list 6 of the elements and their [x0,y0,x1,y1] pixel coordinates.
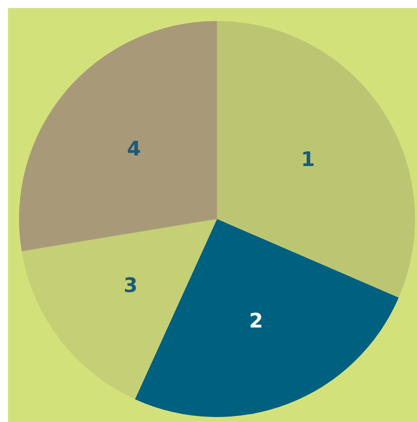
slice-label: 3 [124,273,138,298]
slice-label: 2 [249,308,264,333]
pie-slice [134,219,399,417]
slice-label: 1 [301,147,315,172]
slice-label: 4 [127,136,141,161]
pie-slice [19,21,217,252]
